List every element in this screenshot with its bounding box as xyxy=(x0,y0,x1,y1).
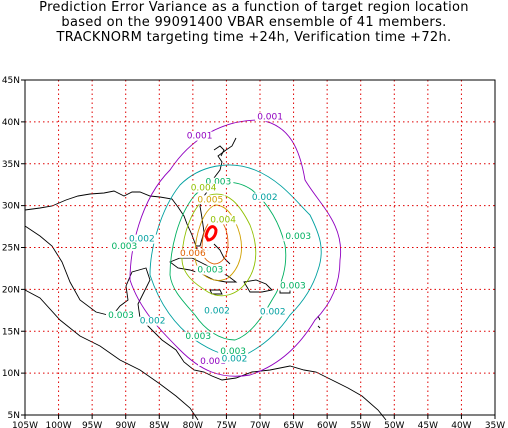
contour-label-bg xyxy=(137,316,168,326)
contour-label: 0.002 xyxy=(252,193,278,203)
x-tick-label: 50W xyxy=(384,421,404,428)
y-tick-label: 15N xyxy=(2,327,20,337)
contour-label-bg xyxy=(208,215,239,225)
island-bahamas xyxy=(213,243,231,265)
island-jamaica xyxy=(209,289,223,295)
axis-ticks: 105W 100W 95W 90W 85W 80W 75W 70W 65W 60W 55W 50W 45… xyxy=(2,76,505,428)
contour-label-bg xyxy=(106,310,137,320)
island-hispaniola xyxy=(243,279,273,293)
contour-label: 0.003 xyxy=(197,266,223,276)
y-tick-label: 35N xyxy=(2,160,20,170)
x-tick-label: 100W xyxy=(46,421,72,428)
coastline-cape-cod xyxy=(213,145,225,157)
contour-label-bg xyxy=(177,248,208,258)
x-tick-label: 90W xyxy=(116,421,136,428)
contour-label-bg xyxy=(195,195,226,205)
contour-label-bg xyxy=(184,131,215,141)
contour-label-bg xyxy=(126,234,157,244)
contour-0.002 xyxy=(149,164,322,357)
y-tick-label: 40N xyxy=(2,118,20,128)
x-tick-label: 45W xyxy=(418,421,438,428)
contour-0.001 xyxy=(129,119,342,377)
contour-label-bg xyxy=(249,192,280,202)
contour-label: 0.003 xyxy=(111,242,137,252)
contours xyxy=(129,119,342,377)
contour-label-bg xyxy=(218,346,249,356)
contour-label-bg xyxy=(257,307,288,317)
contour-label: 0.001 xyxy=(187,132,213,142)
contour-label-bg xyxy=(195,265,226,275)
contour-label: 0.004 xyxy=(191,184,217,194)
title-line-3: TRACKNORM targeting time +24h, Verificat… xyxy=(56,30,452,45)
contour-label-bg xyxy=(283,232,314,242)
contour-label: 0.002 xyxy=(222,354,248,364)
contour-0.003 xyxy=(169,181,287,341)
contour-label: 0.001 xyxy=(257,112,283,122)
contour-label: 0.003 xyxy=(185,332,211,342)
x-tick-label: 35W xyxy=(485,421,505,428)
contour-label-bg xyxy=(109,242,140,252)
contour-labels: 0.0010.0010.0010.0020.0020.0030.0030.003… xyxy=(106,112,314,367)
contour-max xyxy=(204,225,218,242)
grid xyxy=(25,80,495,415)
coastline-mexico xyxy=(24,225,387,421)
y-tick-label: 30N xyxy=(2,202,20,212)
contour-label: 0.002 xyxy=(129,235,155,245)
x-tick-label: 40W xyxy=(451,421,471,428)
contour-label-bg xyxy=(202,306,233,316)
x-tick-label: 65W xyxy=(283,421,303,428)
x-tick-label: 75W xyxy=(216,421,236,428)
contour-label-bg xyxy=(183,331,214,341)
contour-label-bg xyxy=(188,183,219,193)
contour-label: 0.005 xyxy=(197,195,223,205)
x-tick-label: 105W xyxy=(12,421,38,428)
x-tick-label: 55W xyxy=(351,421,371,428)
island-cuba xyxy=(169,257,238,283)
x-tick-label: 70W xyxy=(250,421,270,428)
contour-label: 0.004 xyxy=(210,215,236,225)
contour-label: 0.006 xyxy=(180,249,206,259)
title-line-1: Prediction Error Variance as a function … xyxy=(39,0,469,15)
contour-label: 0.003 xyxy=(220,347,246,357)
x-tick-label: 60W xyxy=(317,421,337,428)
contour-label: 0.003 xyxy=(280,282,306,292)
y-tick-label: 10N xyxy=(2,369,20,379)
y-tick-label: 45N xyxy=(2,76,20,86)
contour-label-bg xyxy=(198,356,228,366)
coastline-pacific xyxy=(24,289,199,421)
contour-label: 0.002 xyxy=(260,308,286,318)
contour-label: 0.003 xyxy=(205,178,231,188)
title-line-2: based on the 99091400 VBAR ensemble of 4… xyxy=(61,15,447,30)
x-tick-label: 85W xyxy=(149,421,169,428)
y-tick-label: 20N xyxy=(2,285,20,295)
contour-label: 0.003 xyxy=(108,311,134,321)
contour-label: 0.001 xyxy=(200,357,226,367)
chart-title: Prediction Error Variance as a function … xyxy=(0,0,508,45)
contour-label: 0.002 xyxy=(204,307,230,317)
contour-label-bg xyxy=(219,354,250,364)
contour-label: 0.003 xyxy=(285,232,311,242)
y-tick-label: 25N xyxy=(2,244,20,254)
contour-label: 0.002 xyxy=(140,317,166,327)
island-antilles xyxy=(317,315,321,329)
y-tick-label: 5N xyxy=(8,411,20,421)
contour-label-bg xyxy=(255,112,286,122)
x-tick-label: 80W xyxy=(183,421,203,428)
x-tick-label: 95W xyxy=(82,421,102,428)
contour-label-bg xyxy=(277,281,308,291)
contour-label-bg xyxy=(203,177,234,187)
